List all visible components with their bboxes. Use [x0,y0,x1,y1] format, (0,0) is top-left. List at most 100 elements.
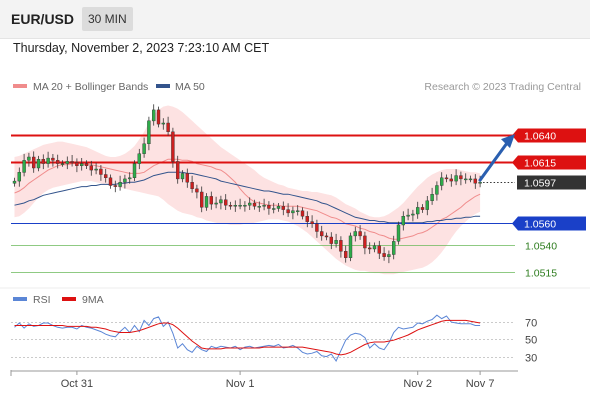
candle [118,175,122,191]
candle [22,153,26,177]
x-tick-label: Nov 7 [466,378,495,390]
candle [468,175,473,183]
candle [358,225,362,240]
level-1.0597: 1.0597 [483,175,586,190]
forecast-arrow-shaft [478,141,509,182]
candle [94,162,98,175]
candle [377,240,381,259]
legend-rsi-swatch [13,297,27,301]
legend-ma20-swatch [13,84,27,88]
candle [329,232,333,250]
bollinger-band-layer [14,105,481,275]
candle [233,200,238,212]
candle [440,172,444,191]
candle [324,232,329,241]
candle [281,201,285,216]
candle [411,209,415,222]
candle [127,172,132,184]
candle [459,171,463,186]
candle [348,232,353,262]
candle [291,206,295,220]
level-1.0515: 1.0515 [11,268,557,280]
candle [51,154,55,167]
candle [401,211,405,231]
candle [247,197,252,210]
candle [166,116,170,136]
candles-layer [12,104,482,264]
candle [75,158,79,173]
candle [56,154,60,169]
candle [228,201,233,210]
candle [430,187,434,205]
x-tick-label: Nov 2 [403,378,432,390]
candle [108,174,113,189]
legend-ma9-swatch [62,297,76,301]
candle [368,242,372,254]
candle [103,168,108,183]
price-level-layer: 1.0640 1.0615 1.0597 1.0560 1.0540 1.0515 [11,128,586,280]
legend-ma50-label: MA 50 [175,81,205,93]
candle [372,242,377,253]
candle [252,199,257,210]
candle [156,106,161,128]
top-bar: EUR/USD 30 MIN [0,0,590,39]
candle [199,186,204,213]
level-1.0640: 1.0640 [11,128,586,143]
level-label: 1.0540 [525,241,557,253]
candle [79,158,84,171]
candle [195,184,199,199]
candle [17,167,21,187]
forecast-arrow-layer [478,134,515,182]
candle [276,203,281,212]
current-price-label: 1.0597 [524,178,556,190]
candle [89,160,94,176]
candle [214,196,218,209]
ma20-line [14,158,481,240]
candle [425,196,429,216]
legend-ma50-swatch [156,84,170,88]
level-label: 1.0560 [524,219,556,231]
candle [70,155,74,167]
candle [132,160,137,182]
rsi-layer: 30 50 70 [11,314,537,365]
x-axis-labels: Oct 31 Nov 1 Nov 2 Nov 7 [61,371,495,390]
candle [416,201,420,219]
candle [113,180,118,193]
level-label: 1.0615 [524,158,556,170]
legend-ma9-label: 9MA [82,294,104,306]
candle [286,203,290,217]
symbol-title: EUR/USD [11,11,75,27]
candle [262,198,266,211]
candle [36,155,41,172]
candle [334,233,338,248]
candle [32,151,36,173]
level-1.0540: 1.0540 [11,241,557,253]
candle [60,160,65,167]
candle [204,193,209,211]
candle [310,215,314,228]
candle [300,207,305,220]
candle [444,174,449,183]
level-1.0615: 1.0615 [11,155,586,170]
candle [151,104,156,126]
rsi-ma9-line [14,319,481,356]
candle [396,221,401,245]
candle [392,235,396,260]
candle [296,205,300,216]
candle [12,177,17,187]
candle [344,245,348,263]
timeframe-badge[interactable]: 30 MIN [82,7,133,31]
candle [46,151,50,168]
legend-ma20-label: MA 20 + Bollinger Bands [33,81,148,93]
candle [387,250,391,264]
candle [257,201,261,212]
candle [65,156,70,170]
candle [123,174,127,189]
forecast-arrow-head [501,134,515,149]
candle [171,127,175,168]
rsi-tick-50: 50 [525,335,537,347]
bollinger-band [14,105,481,275]
candle [147,116,151,151]
candle [305,211,309,228]
